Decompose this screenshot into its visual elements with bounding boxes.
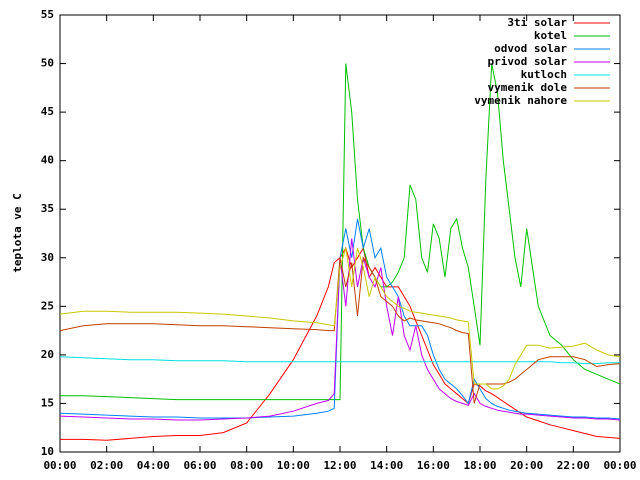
legend-label: privod solar bbox=[488, 55, 568, 68]
x-tick-label: 04:00 bbox=[137, 459, 170, 472]
y-tick-label: 30 bbox=[41, 251, 54, 264]
y-tick-label: 10 bbox=[41, 445, 54, 458]
series-line bbox=[60, 63, 621, 401]
series-line bbox=[59, 356, 620, 365]
y-axis-label: teplota ve C bbox=[11, 193, 24, 272]
legend-label: vymenik nahore bbox=[474, 94, 567, 107]
x-tick-label: 12:00 bbox=[323, 459, 356, 472]
y-tick-label: 50 bbox=[41, 57, 54, 70]
x-tick-label: 18:00 bbox=[463, 459, 496, 472]
legend-label: 3ti solar bbox=[507, 16, 567, 29]
series-line bbox=[59, 247, 621, 390]
legend-label: odvod solar bbox=[494, 42, 567, 55]
y-tick-label: 55 bbox=[41, 8, 54, 21]
x-tick-label: 06:00 bbox=[183, 459, 216, 472]
series-line bbox=[59, 238, 621, 421]
x-tick-label: 00:00 bbox=[603, 459, 636, 472]
y-tick-label: 25 bbox=[41, 299, 54, 312]
y-tick-label: 35 bbox=[41, 202, 54, 215]
y-tick-label: 45 bbox=[41, 105, 54, 118]
x-tick-label: 08:00 bbox=[230, 459, 263, 472]
legend-label: kotel bbox=[534, 29, 567, 42]
series-line bbox=[59, 256, 621, 404]
y-tick-label: 20 bbox=[41, 348, 54, 361]
x-tick-label: 00:00 bbox=[43, 459, 76, 472]
x-tick-label: 20:00 bbox=[510, 459, 543, 472]
x-tick-label: 16:00 bbox=[417, 459, 450, 472]
legend-label: vymenik dole bbox=[488, 81, 568, 94]
y-tick-label: 40 bbox=[41, 154, 54, 167]
x-tick-label: 14:00 bbox=[370, 459, 403, 472]
x-tick-label: 10:00 bbox=[277, 459, 310, 472]
y-tick-label: 15 bbox=[41, 396, 54, 409]
legend-label: kutloch bbox=[521, 68, 567, 81]
series-line bbox=[60, 246, 621, 441]
x-tick-label: 22:00 bbox=[557, 459, 590, 472]
x-tick-label: 02:00 bbox=[90, 459, 123, 472]
